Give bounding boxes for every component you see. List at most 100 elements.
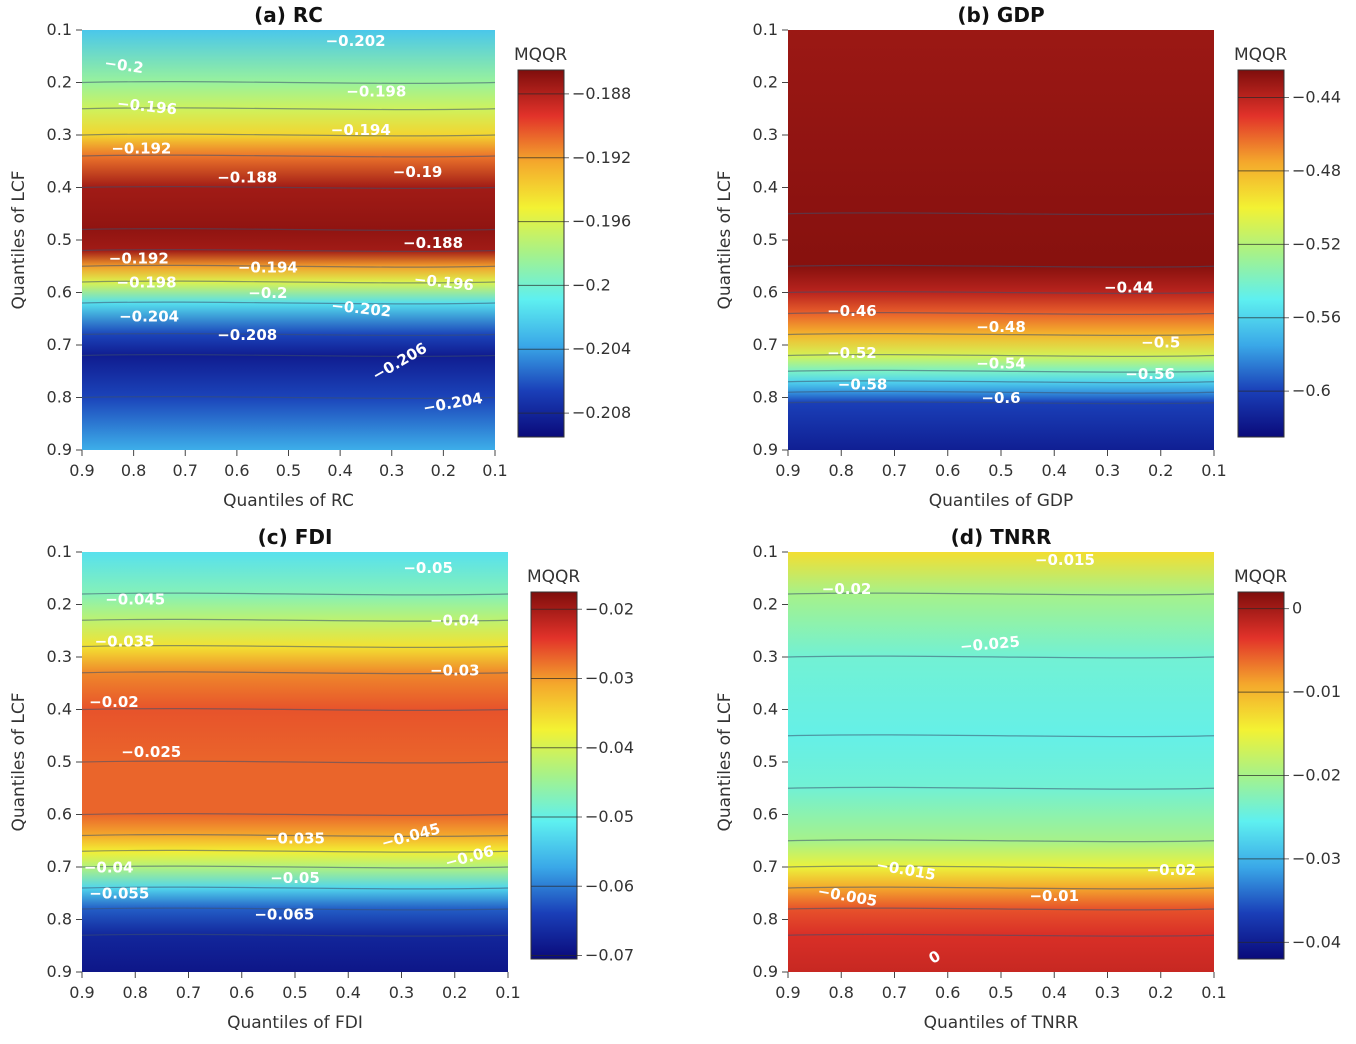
x-tick-label: 0.4 xyxy=(1042,983,1067,1002)
y-tick-label: 0.6 xyxy=(753,283,778,302)
contour-line xyxy=(81,81,496,84)
y-tick-label: 0.7 xyxy=(47,857,72,876)
y-tick-label: 0.9 xyxy=(753,962,778,981)
y-tick-label: 0.5 xyxy=(753,230,778,249)
contour-label: −0.188 xyxy=(217,168,277,186)
x-tick-label: 0.4 xyxy=(1042,461,1067,480)
contour-label: −0.5 xyxy=(1141,334,1180,352)
contour-line xyxy=(81,760,509,764)
contour-label: −0.198 xyxy=(117,273,177,291)
contour-line xyxy=(81,907,509,911)
contour-label: −0.54 xyxy=(976,355,1026,373)
contour-label: −0.01 xyxy=(1029,887,1079,905)
y-tick-label: 0.9 xyxy=(47,962,72,981)
contour-label: −0.188 xyxy=(403,234,463,252)
contour-line xyxy=(787,786,1215,790)
colorbar-tick-label: −0.52 xyxy=(1292,234,1341,253)
contour-label: −0.2 xyxy=(248,284,287,302)
contour-line xyxy=(787,734,1215,738)
contour-label: −0.198 xyxy=(346,83,406,101)
y-tick-label: 0.2 xyxy=(753,73,778,92)
x-axis-label: Quantiles of GDP xyxy=(929,491,1073,511)
colorbar-tick-label: −0.2 xyxy=(572,275,611,294)
y-tick-label: 0.2 xyxy=(47,73,72,92)
y-axis-label: Quantiles of LCF xyxy=(9,692,29,831)
y-axis-label: Quantiles of LCF xyxy=(715,170,735,309)
x-tick-label: 0.3 xyxy=(1095,461,1120,480)
colorbar-tick-label: −0.208 xyxy=(572,403,631,422)
x-tick-label: 0.2 xyxy=(442,983,467,1002)
x-tick-label: 0.1 xyxy=(495,983,520,1002)
x-tick-label: 0.2 xyxy=(431,461,456,480)
x-tick-label: 0.7 xyxy=(176,983,201,1002)
contour-line xyxy=(81,186,496,189)
colorbar-title: MQQR xyxy=(527,567,580,587)
contour-line xyxy=(81,249,496,252)
x-tick-label: 0.4 xyxy=(336,983,361,1002)
contour-label: −0.025 xyxy=(121,743,181,761)
x-tick-label: 0.7 xyxy=(882,461,907,480)
contour-label: −0.192 xyxy=(109,250,169,268)
colorbar-title: MQQR xyxy=(514,45,567,65)
x-tick-label: 0.7 xyxy=(882,983,907,1002)
colorbar xyxy=(517,69,565,438)
y-tick-label: 0.6 xyxy=(47,805,72,824)
contour-label: −0.44 xyxy=(1104,279,1154,297)
x-tick-label: 0.7 xyxy=(173,461,198,480)
chart-title: (a) RC xyxy=(254,3,323,27)
chart-panel-gdp: (b) GDP −0.44 −0.46 −0.48 −0.5 −0.52 −0.54 −0.5… xyxy=(715,3,1341,511)
contour-label: −0.02 xyxy=(89,693,139,711)
contour-line xyxy=(81,813,509,816)
colorbar-tick-label: −0.03 xyxy=(585,669,634,688)
y-tick-label: 0.8 xyxy=(47,910,72,929)
colorbar-tick-label: −0.188 xyxy=(572,84,631,103)
y-tick-label: 0.7 xyxy=(753,857,778,876)
colorbar-tick-label: −0.07 xyxy=(585,946,634,965)
y-axis-label: Quantiles of LCF xyxy=(715,692,735,831)
y-tick-label: 0.1 xyxy=(47,542,72,561)
y-tick-label: 0.1 xyxy=(47,20,72,39)
y-tick-label: 0.8 xyxy=(753,388,778,407)
contour-label: −0.204 xyxy=(119,307,179,325)
contour-line xyxy=(787,592,1215,596)
contour-label: −0.03 xyxy=(430,661,480,679)
contour-label: −0.025 xyxy=(959,633,1020,656)
contour-label: −0.045 xyxy=(105,591,165,609)
chart-title: (d) TNRR xyxy=(951,525,1052,549)
contour-line xyxy=(81,671,509,675)
chart-title: (c) FDI xyxy=(258,525,333,549)
y-tick-label: 0.4 xyxy=(47,700,72,719)
colorbar-tick-label: −0.02 xyxy=(585,599,634,618)
y-tick-label: 0.9 xyxy=(47,440,72,459)
x-tick-label: 0.5 xyxy=(282,983,307,1002)
contour-line xyxy=(81,154,496,158)
y-tick-label: 0.3 xyxy=(753,647,778,666)
x-tick-label: 0.3 xyxy=(379,461,404,480)
contour-label: −0.202 xyxy=(326,32,386,50)
contour-line xyxy=(81,618,509,622)
x-tick-label: 0.5 xyxy=(988,461,1013,480)
chart-panel-rc: (a) RC−0.202 −0.2 −0.198 −0.196 −0.194 −0.192… xyxy=(9,3,631,511)
y-tick-label: 0.4 xyxy=(753,178,778,197)
x-tick-label: 0.6 xyxy=(935,461,960,480)
colorbar-tick-label: −0.48 xyxy=(1292,161,1341,180)
contour-label: −0.2 xyxy=(103,54,144,77)
colorbar-tick-label: −0.196 xyxy=(572,212,631,231)
x-tick-label: 0.8 xyxy=(829,983,854,1002)
contour-line xyxy=(787,655,1215,659)
contour-line xyxy=(787,333,1215,336)
x-axis-label: Quantiles of FDI xyxy=(227,1013,363,1033)
contour-line xyxy=(81,354,496,357)
contour-label: −0.015 xyxy=(1035,551,1095,569)
contour-line xyxy=(81,834,509,837)
x-tick-label: 0.3 xyxy=(1095,983,1120,1002)
x-tick-label: 0.9 xyxy=(69,461,94,480)
colorbar-tick-label: −0.03 xyxy=(1292,849,1341,868)
contour-line xyxy=(787,212,1215,216)
contour-line xyxy=(787,312,1215,315)
contour-line xyxy=(81,933,509,937)
contour-label: −0.194 xyxy=(238,259,298,277)
contour-label: −0.035 xyxy=(265,829,325,847)
colorbar-tick-label: −0.204 xyxy=(572,339,631,358)
contour-line xyxy=(787,354,1215,357)
